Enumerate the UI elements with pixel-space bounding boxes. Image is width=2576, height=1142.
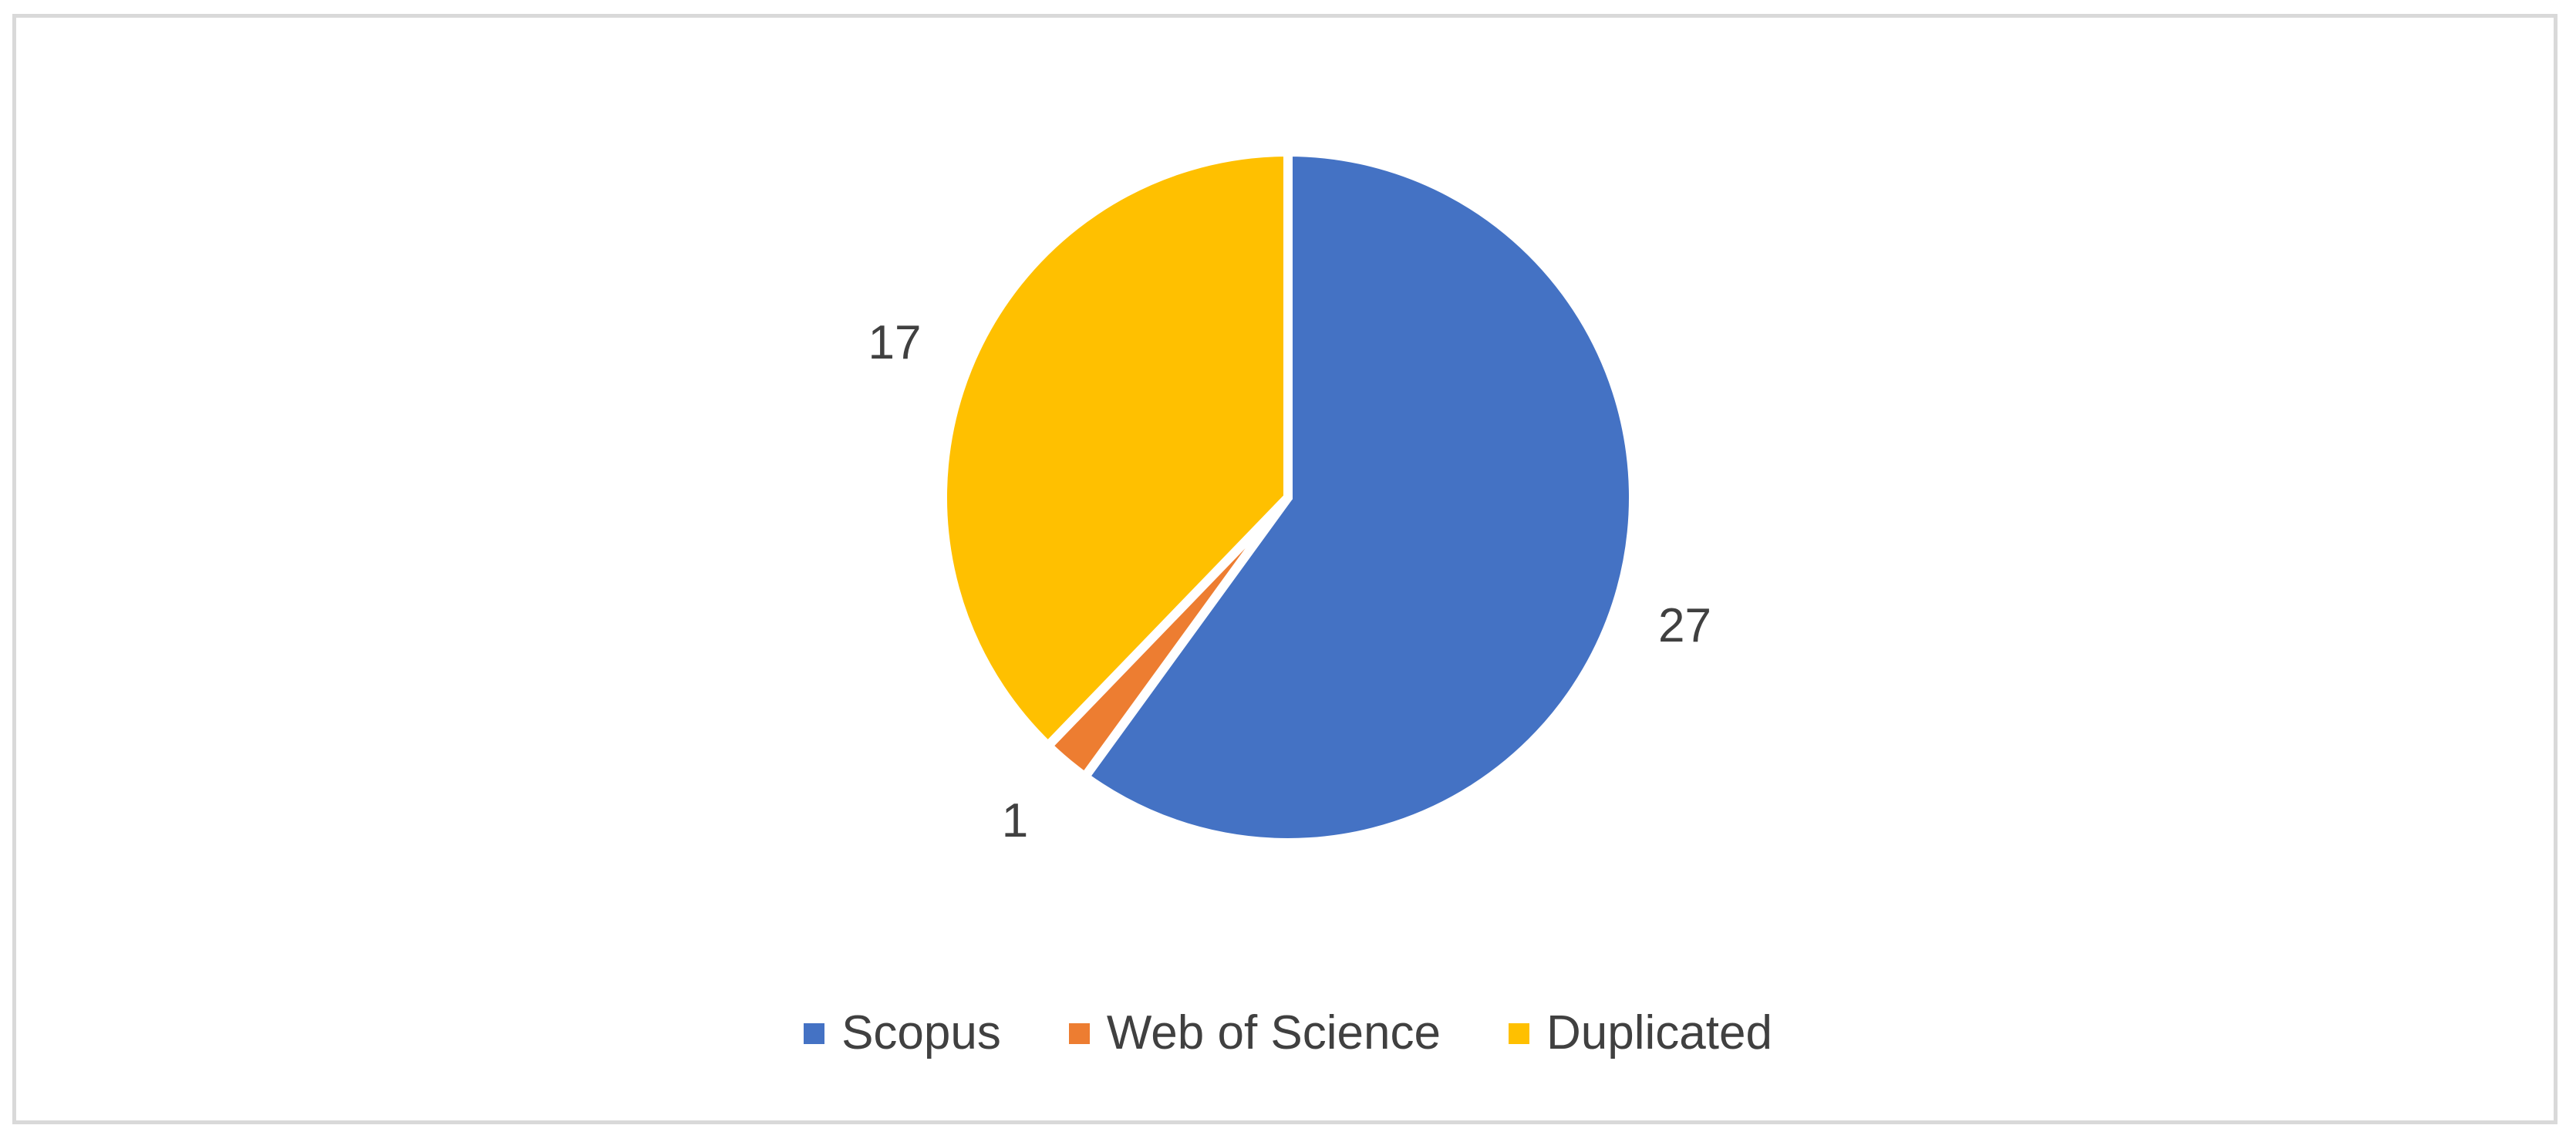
legend-label-duplicated: Duplicated xyxy=(1546,1006,1772,1059)
data-label-duplicated: 17 xyxy=(868,316,922,369)
legend-swatch-web-of-science xyxy=(1068,1022,1090,1044)
data-label-scopus: 27 xyxy=(1658,599,1711,652)
legend-swatch-duplicated xyxy=(1508,1022,1529,1044)
legend: Scopus Web of Science Duplicated xyxy=(0,1002,2576,1064)
legend-label-web-of-science: Web of Science xyxy=(1106,1006,1441,1059)
pie-slice-duplicated xyxy=(938,147,1293,753)
legend-item-duplicated: Duplicated xyxy=(1508,1006,1772,1059)
legend-swatch-scopus xyxy=(804,1022,825,1044)
data-labels: 27 1 17 xyxy=(868,316,1711,847)
legend-item-web-of-science: Web of Science xyxy=(1068,1006,1441,1059)
legend-label-scopus: Scopus xyxy=(841,1006,1001,1059)
data-label-web-of-science: 1 xyxy=(1002,794,1028,847)
pie-slices xyxy=(938,147,1638,847)
pie-slice-scopus xyxy=(1078,147,1638,847)
legend-item-scopus: Scopus xyxy=(804,1009,1001,1057)
